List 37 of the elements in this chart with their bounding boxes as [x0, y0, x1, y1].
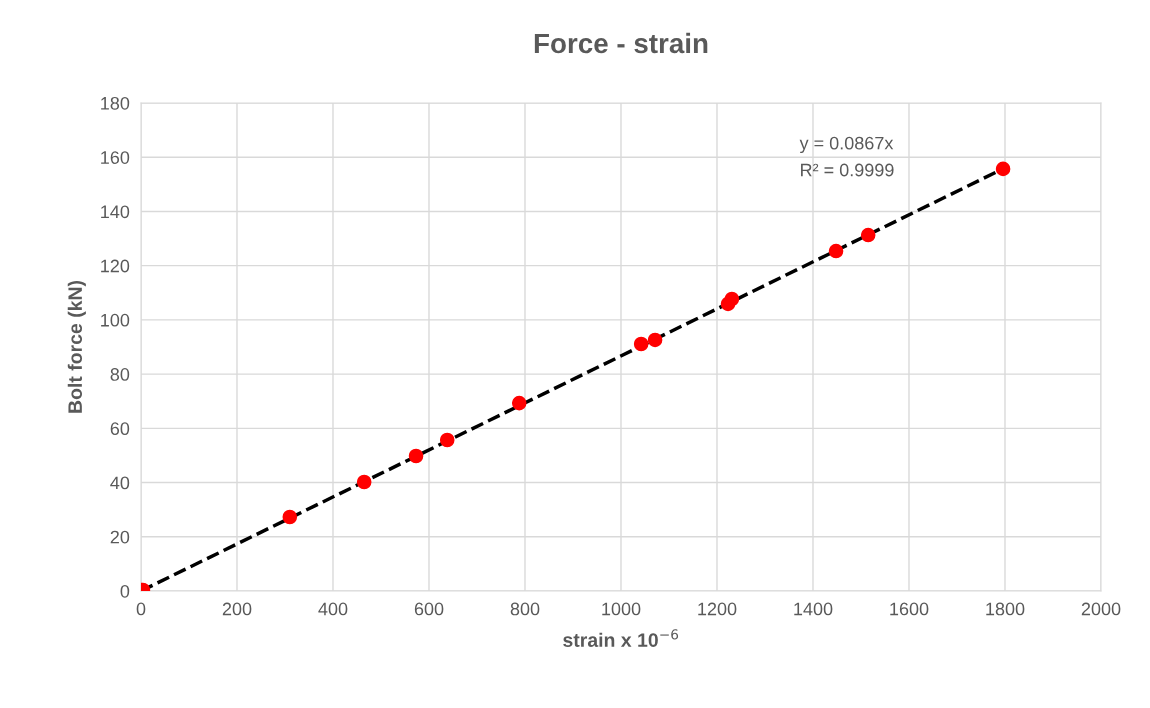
point [282, 509, 298, 525]
point [356, 474, 372, 490]
x-tick-label: 0 [136, 602, 146, 616]
x-tick-label: 600 [414, 602, 444, 616]
x-tick-label: 200 [222, 602, 252, 616]
y-tick-label: 100 [101, 313, 130, 327]
y-tick-label: 140 [101, 205, 130, 219]
x-tick-label: 1000 [602, 602, 641, 616]
y-axis-title: Bolt force (kN) [67, 280, 86, 413]
x-tick-label: 1600 [890, 602, 929, 616]
y-tick-label: 160 [101, 151, 130, 164]
x-tick-label: 2000 [1081, 602, 1121, 616]
y-tick-label: 80 [110, 368, 130, 381]
x-tick-label: 1200 [698, 602, 737, 616]
x-tick-label: 1400 [794, 602, 833, 616]
x-tick-label: 400 [318, 602, 348, 616]
chart-title: Force - strain [534, 32, 708, 54]
point [995, 161, 1011, 177]
point [408, 448, 424, 464]
point [633, 336, 649, 352]
y-tick-label: 120 [101, 259, 130, 273]
point [860, 227, 876, 243]
y-tick-label: 40 [110, 476, 130, 490]
point [511, 395, 527, 411]
y-tick-label: 60 [110, 422, 130, 436]
y-tick-label: 20 [110, 530, 130, 544]
point [828, 243, 844, 259]
x-tick-label: 800 [510, 602, 540, 616]
x-tick-label: 1800 [986, 602, 1025, 616]
point [647, 332, 663, 348]
x-axis-title: strain x 10$^{−6}$ [563, 629, 679, 647]
y-tick-label: 180 [101, 96, 130, 110]
y-tick-label: 0 [120, 584, 130, 598]
point [439, 432, 455, 448]
point [724, 291, 740, 307]
annotation: R² = 0.9999 [801, 163, 894, 177]
annotation: y = 0.0867x [799, 136, 894, 154]
